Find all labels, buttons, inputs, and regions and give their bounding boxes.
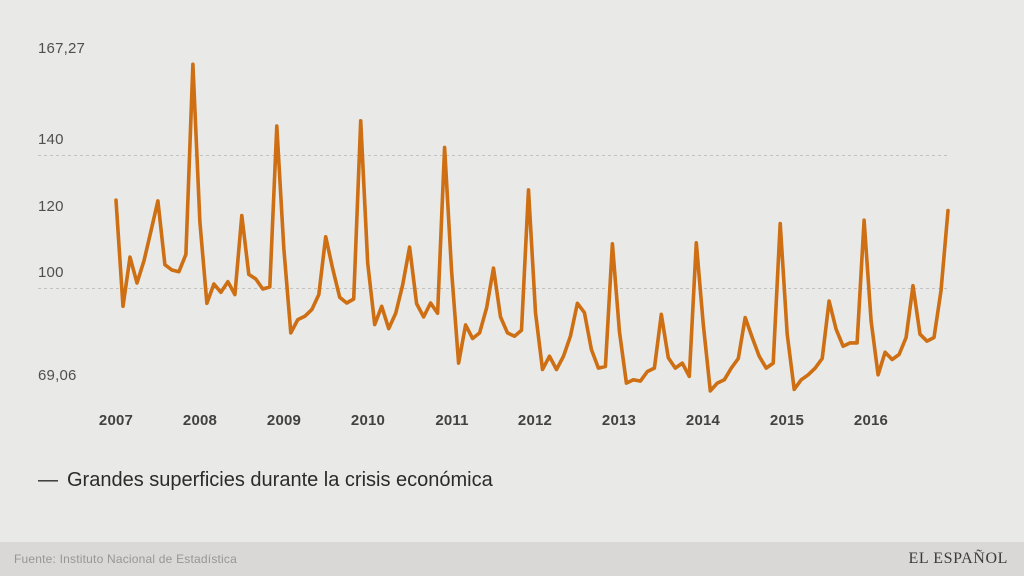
x-axis-tick-label: 2014 <box>685 412 721 429</box>
x-axis-tick-label: 2011 <box>435 412 469 429</box>
y-axis-tick-label: 167,27 <box>38 40 86 57</box>
legend-dash-icon: — <box>38 469 58 491</box>
legend-label: Grandes superficies durante la crisis ec… <box>67 469 493 491</box>
x-axis-tick-label: 2009 <box>266 412 302 429</box>
x-axis-tick-label: 2015 <box>769 412 805 429</box>
x-axis-tick-label: 2013 <box>601 412 637 429</box>
series-line <box>114 62 950 393</box>
footer-bar: Fuente: Instituto Nacional de Estadístic… <box>0 542 1024 576</box>
x-axis-tick-label: 2010 <box>350 412 386 429</box>
chart-legend: — Grandes superficies durante la crisis e… <box>38 467 493 494</box>
x-axis-tick-label: 2007 <box>98 412 134 429</box>
gridline-140 <box>38 155 948 156</box>
y-axis-tick-label: 100 <box>38 264 64 281</box>
y-axis-tick-label: 69,06 <box>38 367 77 384</box>
y-axis-tick-label: 120 <box>38 198 64 215</box>
x-axis-tick-label: 2008 <box>182 412 218 429</box>
x-axis-tick-label: 2012 <box>517 412 553 429</box>
el-espanol-logo: EL ESPAÑOL <box>908 550 1008 567</box>
source-credit: Fuente: Instituto Nacional de Estadístic… <box>14 552 237 566</box>
x-axis-tick-label: 2016 <box>853 412 889 429</box>
gridline-100 <box>38 288 948 289</box>
y-axis-tick-label: 140 <box>38 131 64 148</box>
